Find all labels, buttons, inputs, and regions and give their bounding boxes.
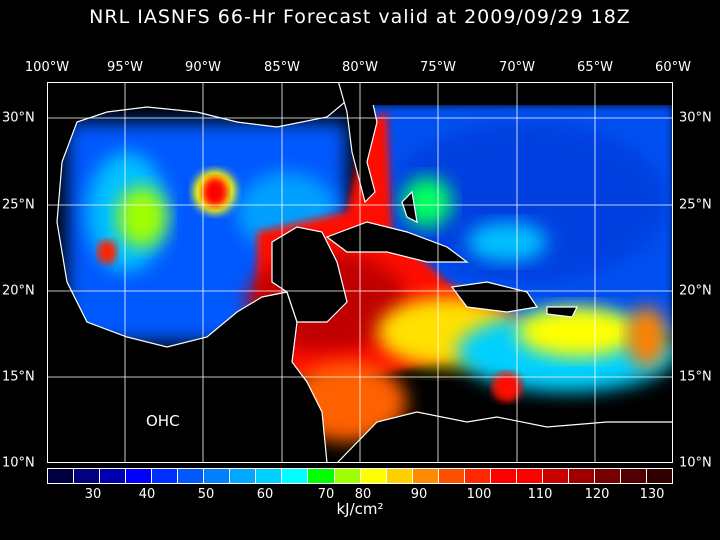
colorbar-swatch — [621, 469, 648, 483]
colorbar-swatch — [178, 469, 205, 483]
lat-label: 30°N — [679, 110, 712, 126]
colorbar-swatch — [308, 469, 335, 483]
lon-label: 80°W — [342, 60, 378, 75]
colorbar-tick: 70 — [317, 487, 335, 502]
colorbar-tick: 60 — [256, 487, 274, 502]
colorbar-swatch — [282, 469, 309, 483]
colorbar-swatch — [386, 469, 413, 483]
colorbar-swatch — [647, 469, 673, 483]
lat-label: 15°N — [679, 369, 712, 385]
map-title: NRL IASNFS 66-Hr Forecast valid at 2009/… — [89, 6, 631, 28]
colorbar-swatch — [74, 469, 101, 483]
colorbar-tick: 40 — [138, 487, 156, 502]
colorbar-swatch — [334, 469, 361, 483]
lon-label: 100°W — [24, 60, 70, 75]
lat-label: 25°N — [2, 197, 35, 213]
colorbar-swatch — [152, 469, 179, 483]
colorbar-swatch — [594, 469, 622, 483]
colorbar-tick: 100 — [466, 487, 492, 502]
colorbar-swatch — [48, 469, 75, 483]
lon-label: 90°W — [185, 60, 221, 75]
lat-label: 25°N — [679, 197, 712, 213]
map-frame — [47, 82, 673, 463]
colorbar-tick: 80 — [354, 487, 372, 502]
lon-label: 85°W — [264, 60, 300, 75]
graticule — [47, 82, 673, 463]
colorbar-tick: 50 — [197, 487, 215, 502]
lat-label: 20°N — [2, 283, 35, 299]
field-label: OHC — [146, 412, 180, 430]
lon-label: 70°W — [499, 60, 535, 75]
lon-label: 75°W — [420, 60, 456, 75]
colorbar-tick: 130 — [639, 487, 665, 502]
lon-label: 60°W — [655, 60, 691, 75]
colorbar — [47, 468, 673, 484]
colorbar-swatch — [360, 469, 387, 483]
lat-label: 20°N — [679, 283, 712, 299]
colorbar-tick: 30 — [84, 487, 102, 502]
ohc-map — [47, 82, 673, 463]
colorbar-swatch — [438, 469, 465, 483]
lat-label: 15°N — [2, 369, 35, 385]
colorbar-swatch — [412, 469, 439, 483]
colorbar-swatch — [230, 469, 257, 483]
lon-label: 65°W — [577, 60, 613, 75]
lon-label: 95°W — [107, 60, 143, 75]
colorbar-tick: 90 — [410, 487, 428, 502]
colorbar-swatch — [542, 469, 569, 483]
colorbar-swatch — [464, 469, 491, 483]
colorbar-swatch — [516, 469, 543, 483]
colorbar-swatch — [100, 469, 127, 483]
colorbar-swatch — [256, 469, 283, 483]
lat-label: 30°N — [2, 110, 35, 126]
colorbar-tick: 120 — [584, 487, 610, 502]
lat-label: 10°N — [2, 455, 35, 471]
colorbar-unit: kJ/cm² — [336, 500, 384, 518]
colorbar-tick: 110 — [527, 487, 553, 502]
colorbar-swatch — [126, 469, 153, 483]
colorbar-swatch — [490, 469, 517, 483]
ohc-field — [47, 82, 673, 463]
lat-label: 10°N — [679, 455, 712, 471]
colorbar-swatch — [568, 469, 595, 483]
coastline — [47, 82, 673, 463]
colorbar-swatch — [204, 469, 231, 483]
